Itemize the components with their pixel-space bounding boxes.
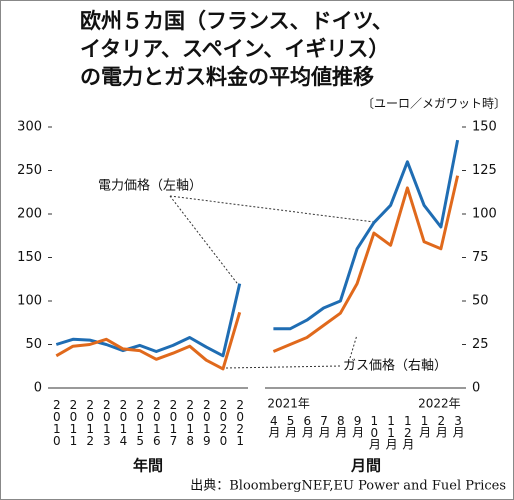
x-axis-label: 年間 xyxy=(133,457,163,475)
unit-label: 〔ユーロ／メガワット時〕 xyxy=(362,97,506,111)
x-axis-label: 月間 xyxy=(350,457,381,475)
x-tick-label: 4月 xyxy=(267,414,281,439)
x-tick-label: 2011 xyxy=(67,398,81,446)
y2-tick-label: 75 xyxy=(472,250,489,265)
x-tick-label: 2012 xyxy=(83,398,97,446)
y2-tick-label: 125 xyxy=(472,163,497,178)
data-line xyxy=(55,283,242,358)
x-tick-label: 2010 xyxy=(50,398,64,446)
y-tick-label: 300 xyxy=(17,120,42,135)
y-tick-label: 0 xyxy=(34,381,42,396)
x-tick-label: 2015 xyxy=(133,398,147,446)
x-tick-label: 2017 xyxy=(167,398,181,446)
x-tick-label: 2月 xyxy=(434,414,448,439)
data-line xyxy=(273,139,460,331)
x-tick-label: 11月 xyxy=(384,414,398,451)
x-tick-label: 5月 xyxy=(284,414,298,439)
x-tick-label: 6月 xyxy=(300,414,314,439)
source: 出典：BloombergNEF,EU Power and Fuel Prices xyxy=(190,479,506,494)
leader-line xyxy=(225,365,341,369)
x-tick-label: 2016 xyxy=(150,398,164,446)
y2-tick-label: 150 xyxy=(472,120,497,135)
x-tick-label: 2014 xyxy=(117,398,131,446)
title-line: 欧州５カ国（フランス、ドイツ、 xyxy=(80,9,393,33)
title-line: の電力とガス料金の平均値推移 xyxy=(80,65,374,89)
data-line xyxy=(272,175,460,353)
y-tick-label: 50 xyxy=(25,337,42,352)
x-tick-label: 10月 xyxy=(367,414,381,451)
leader-line xyxy=(349,334,358,359)
x-tick-label: 3月 xyxy=(451,414,465,439)
y2-tick-label: 25 xyxy=(472,337,489,352)
x-tick-label: 12月 xyxy=(401,414,415,451)
year-label: 2022年 xyxy=(418,397,461,411)
x-tick-label: 2018 xyxy=(183,398,197,446)
x-tick-label: 8月 xyxy=(334,414,348,439)
x-tick-label: 2020 xyxy=(217,398,231,446)
y-tick-label: 200 xyxy=(17,207,42,222)
annotation: ガス価格（右軸） xyxy=(343,358,447,374)
annotation: 電力価格（左軸） xyxy=(98,178,202,194)
x-tick-label: 7月 xyxy=(317,414,331,439)
x-tick-label: 2019 xyxy=(200,398,214,446)
y2-tick-label: 0 xyxy=(472,381,480,396)
x-tick-label: 2021 xyxy=(233,398,247,446)
title-line: イタリア、スペイン、イギリス） xyxy=(80,37,389,61)
y-tick-label: 100 xyxy=(17,294,42,309)
data-line xyxy=(55,311,242,371)
y2-tick-label: 100 xyxy=(472,207,497,222)
x-tick-label: 1月 xyxy=(418,414,432,439)
y-tick-label: 150 xyxy=(17,250,42,265)
x-tick-label: 2013 xyxy=(100,398,114,446)
leader-line xyxy=(169,195,241,288)
y2-tick-label: 50 xyxy=(472,294,489,309)
year-label: 2021年 xyxy=(267,397,310,411)
y-tick-label: 250 xyxy=(17,163,42,178)
x-tick-label: 9月 xyxy=(351,414,365,439)
